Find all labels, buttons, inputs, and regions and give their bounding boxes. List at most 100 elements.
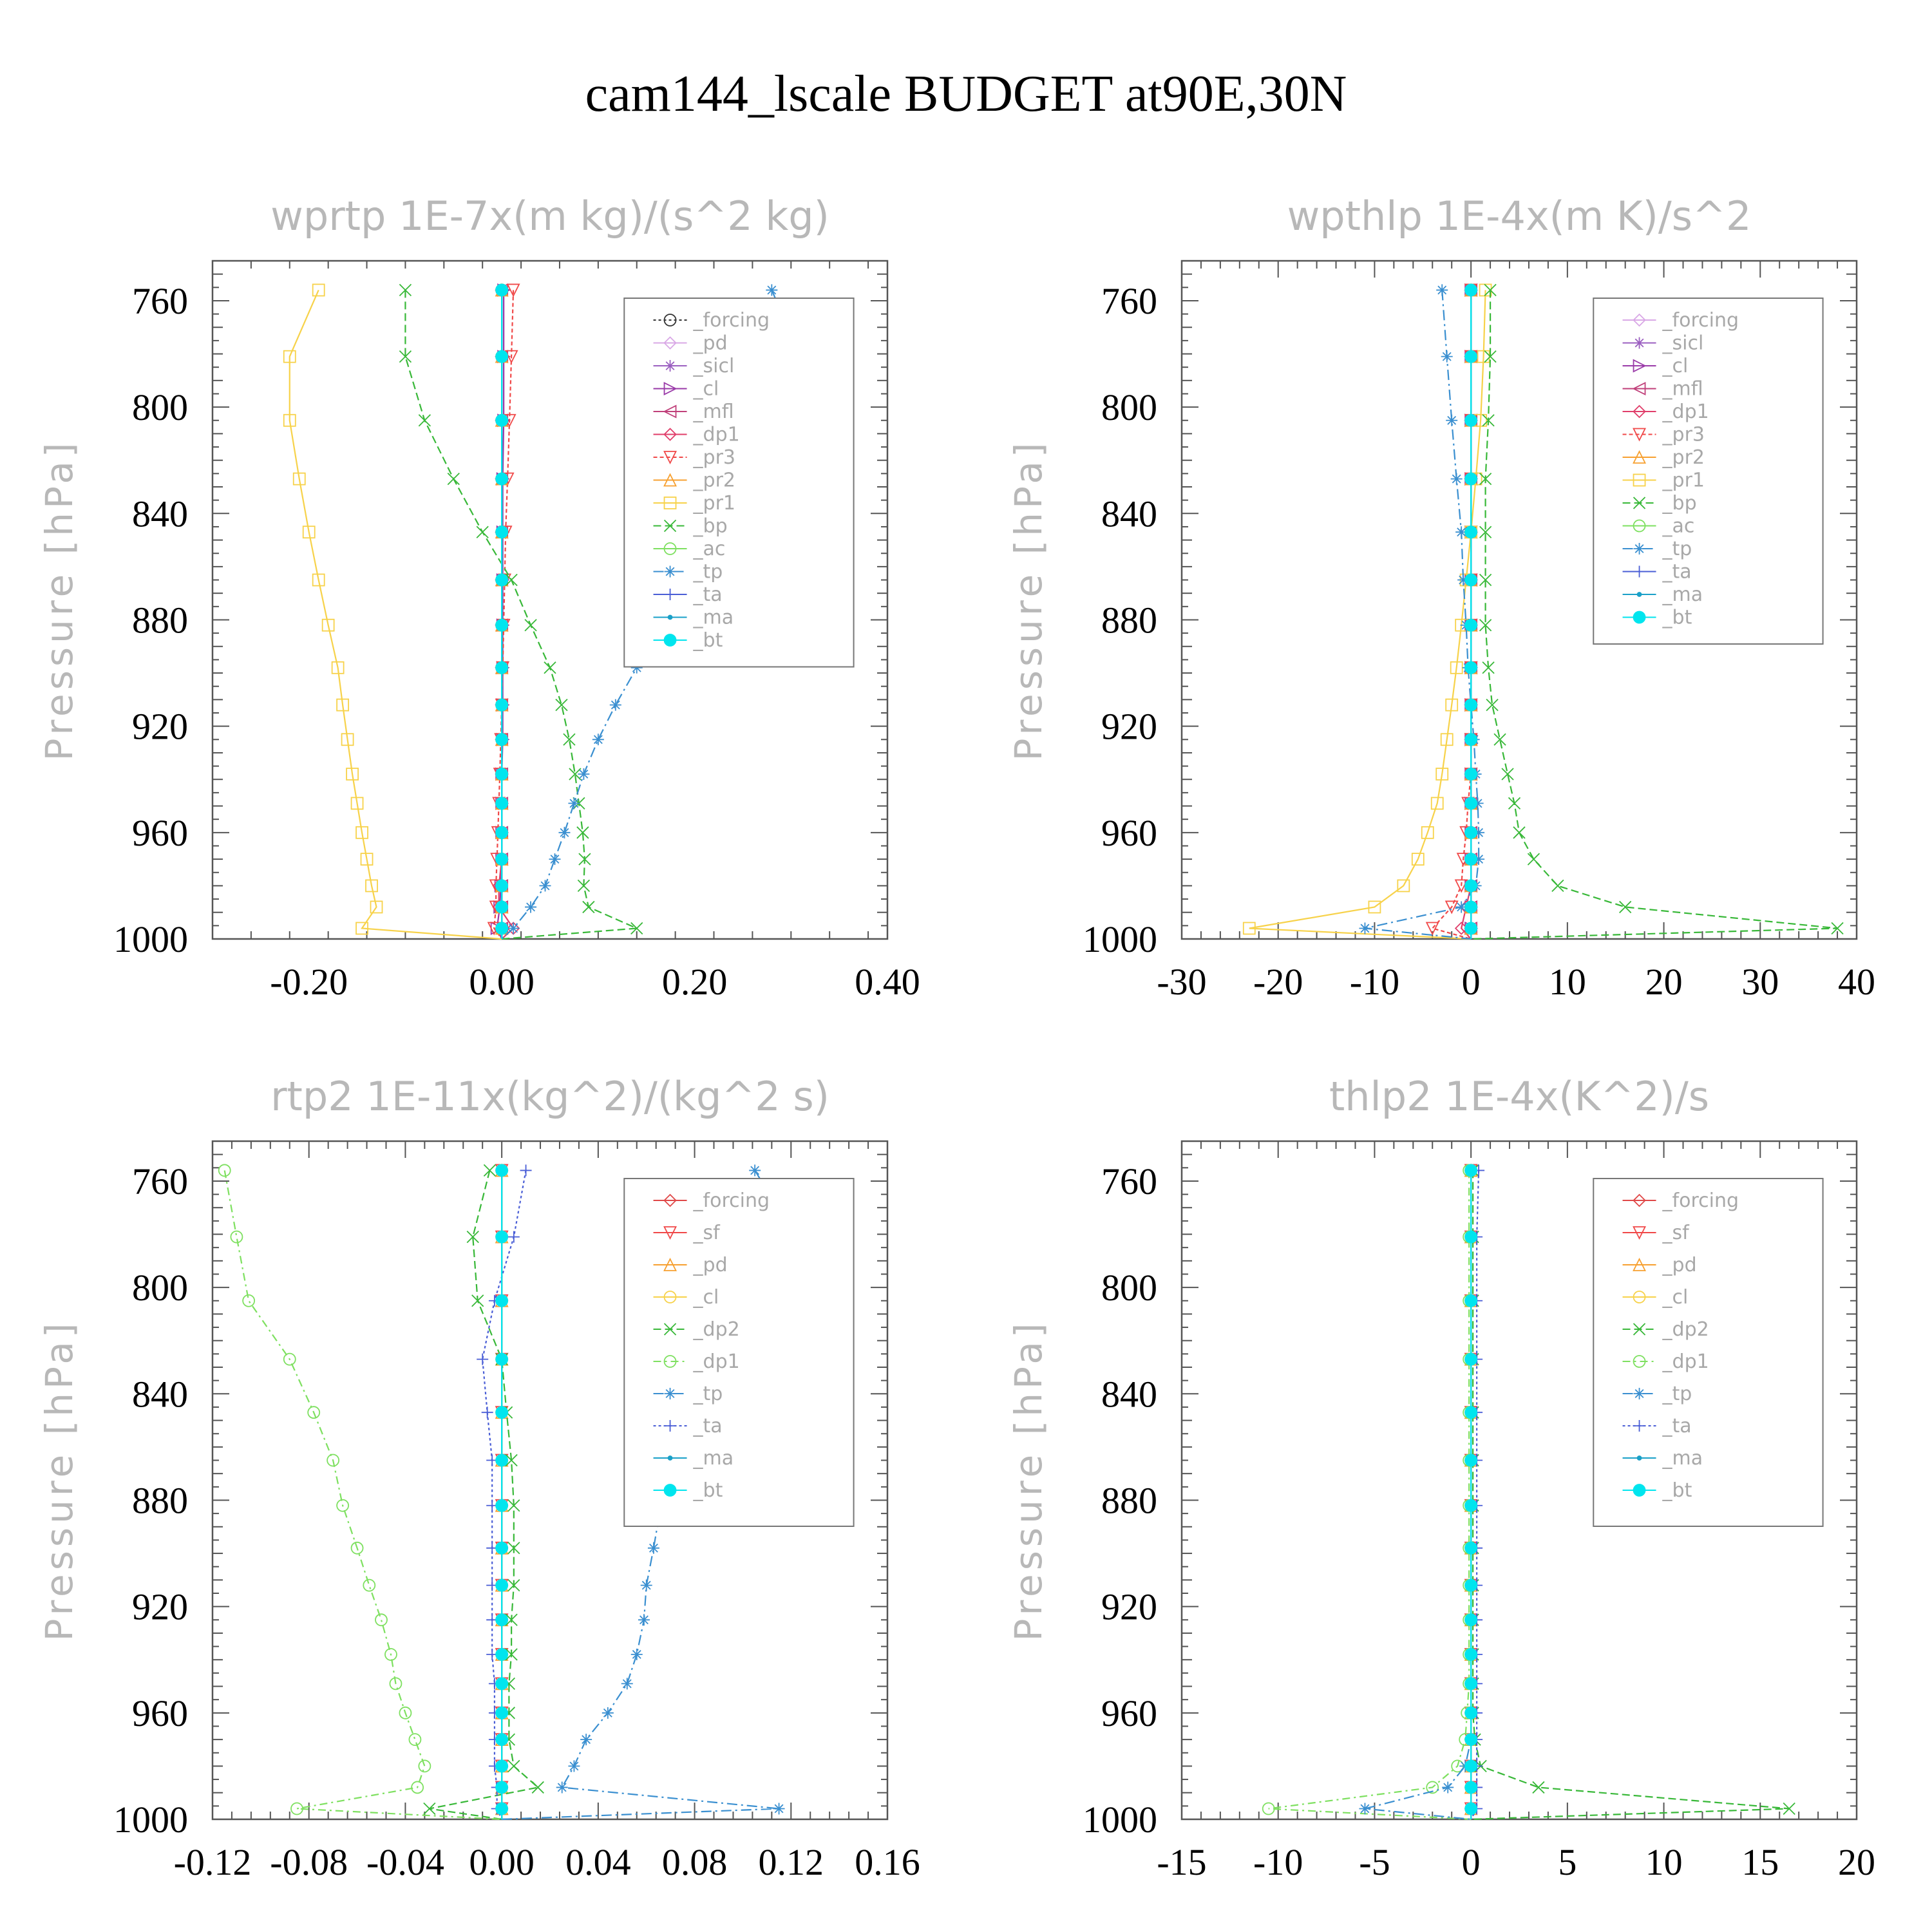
series-line	[289, 289, 502, 940]
legend-entry: _forcing	[1662, 309, 1739, 332]
data-point	[471, 1294, 484, 1307]
data-point	[477, 1353, 489, 1365]
data-point	[418, 1759, 431, 1773]
legend-marker	[663, 1257, 677, 1271]
data-point	[1464, 768, 1478, 781]
legend-marker	[663, 1193, 677, 1208]
data-point	[384, 1648, 397, 1661]
data-point	[578, 768, 590, 780]
data-point	[1831, 922, 1844, 935]
legend-entry: _tp	[693, 561, 723, 583]
data-point	[230, 1230, 243, 1244]
panel-thlp2: thlp2 1E-4x(K^2)/s Pressure [hPa] 760 800 84…	[1007, 1073, 1875, 1883]
data-point	[1464, 1230, 1478, 1244]
legend-marker	[663, 634, 677, 647]
data-point	[640, 1579, 652, 1591]
data-point	[1436, 284, 1448, 296]
legend-marker	[663, 404, 677, 419]
data-point	[630, 922, 643, 935]
x-tick-label: 10	[1645, 1841, 1683, 1883]
x-tick-label: 0.16	[855, 1841, 920, 1883]
data-point	[495, 661, 509, 674]
legend-marker	[1633, 1226, 1646, 1240]
data-point	[495, 526, 509, 539]
y-tick-label: 840	[1101, 1373, 1157, 1415]
data-point	[495, 797, 509, 810]
y-tick-label: 800	[1101, 386, 1157, 428]
series-dp1	[1454, 283, 1478, 940]
data-point	[1464, 1164, 1478, 1177]
data-point	[1430, 797, 1444, 810]
data-point	[495, 1677, 509, 1690]
data-point	[495, 733, 509, 746]
data-point	[1464, 733, 1478, 746]
series-bp	[399, 283, 643, 940]
legend-entry: _dp2	[1662, 1318, 1709, 1341]
data-point	[507, 1231, 520, 1243]
y-tick-label: 880	[132, 599, 188, 641]
data-point	[647, 1542, 659, 1554]
y-tick-label: 1000	[113, 1799, 188, 1841]
y-tick-label: 960	[1101, 812, 1157, 854]
legend-marker	[1633, 565, 1645, 578]
series-tp	[1359, 1164, 1477, 1821]
data-point	[1464, 526, 1478, 539]
data-point	[556, 1781, 568, 1794]
x-tick-label: -15	[1157, 1841, 1206, 1883]
data-point	[1426, 1781, 1439, 1794]
data-point	[495, 1781, 509, 1794]
data-point	[1482, 414, 1495, 427]
series-bp	[1471, 283, 1844, 940]
data-point	[1484, 350, 1497, 363]
legend-marker	[663, 382, 677, 395]
data-point	[1464, 922, 1478, 935]
data-point	[773, 1803, 785, 1815]
legend-marker	[1633, 1484, 1646, 1497]
legend-entry: _bt	[693, 1479, 723, 1502]
data-point	[495, 1706, 509, 1719]
data-point	[1464, 1352, 1478, 1366]
series-dp1	[218, 1164, 502, 1821]
data-point	[1411, 853, 1425, 866]
y-tick-label: 880	[1101, 599, 1157, 641]
legend-entry: _tp	[1662, 1383, 1692, 1405]
data-point	[466, 1231, 479, 1244]
data-point	[1464, 826, 1478, 839]
data-point	[505, 1648, 518, 1661]
data-point	[1508, 797, 1521, 810]
data-point	[630, 661, 643, 674]
legend-marker	[1633, 404, 1646, 419]
legend-entry: _pr1	[1662, 469, 1705, 492]
data-point	[1464, 413, 1478, 427]
series-line	[482, 1170, 527, 1820]
legend-entry: _forcing	[1662, 1189, 1739, 1212]
data-point	[1619, 900, 1632, 914]
data-point	[1441, 350, 1453, 363]
legend-marker	[667, 614, 673, 620]
data-point	[495, 1294, 509, 1307]
data-point	[418, 414, 431, 427]
data-point	[302, 526, 316, 539]
data-point	[1464, 1706, 1478, 1719]
data-point	[555, 698, 568, 712]
data-point	[355, 922, 368, 935]
data-point	[283, 1352, 296, 1366]
data-point	[495, 1578, 509, 1592]
data-point	[350, 1541, 364, 1555]
x-tick-label: -30	[1157, 961, 1206, 1003]
data-point	[1464, 1454, 1478, 1467]
data-point	[568, 797, 580, 810]
data-point	[495, 573, 509, 587]
legend-entry: _pr3	[693, 446, 735, 469]
series-bt	[1464, 283, 1478, 939]
legend-marker	[663, 428, 677, 441]
data-point	[507, 922, 520, 934]
data-point	[1442, 1781, 1454, 1794]
data-point	[544, 661, 556, 674]
series-cl	[490, 283, 511, 940]
y-tick-label: 920	[132, 1586, 188, 1628]
data-point	[363, 1578, 376, 1592]
data-point	[505, 573, 518, 587]
data-point	[495, 1759, 509, 1773]
figure-title: cam144_lscale BUDGET at90E,30N	[585, 66, 1347, 122]
